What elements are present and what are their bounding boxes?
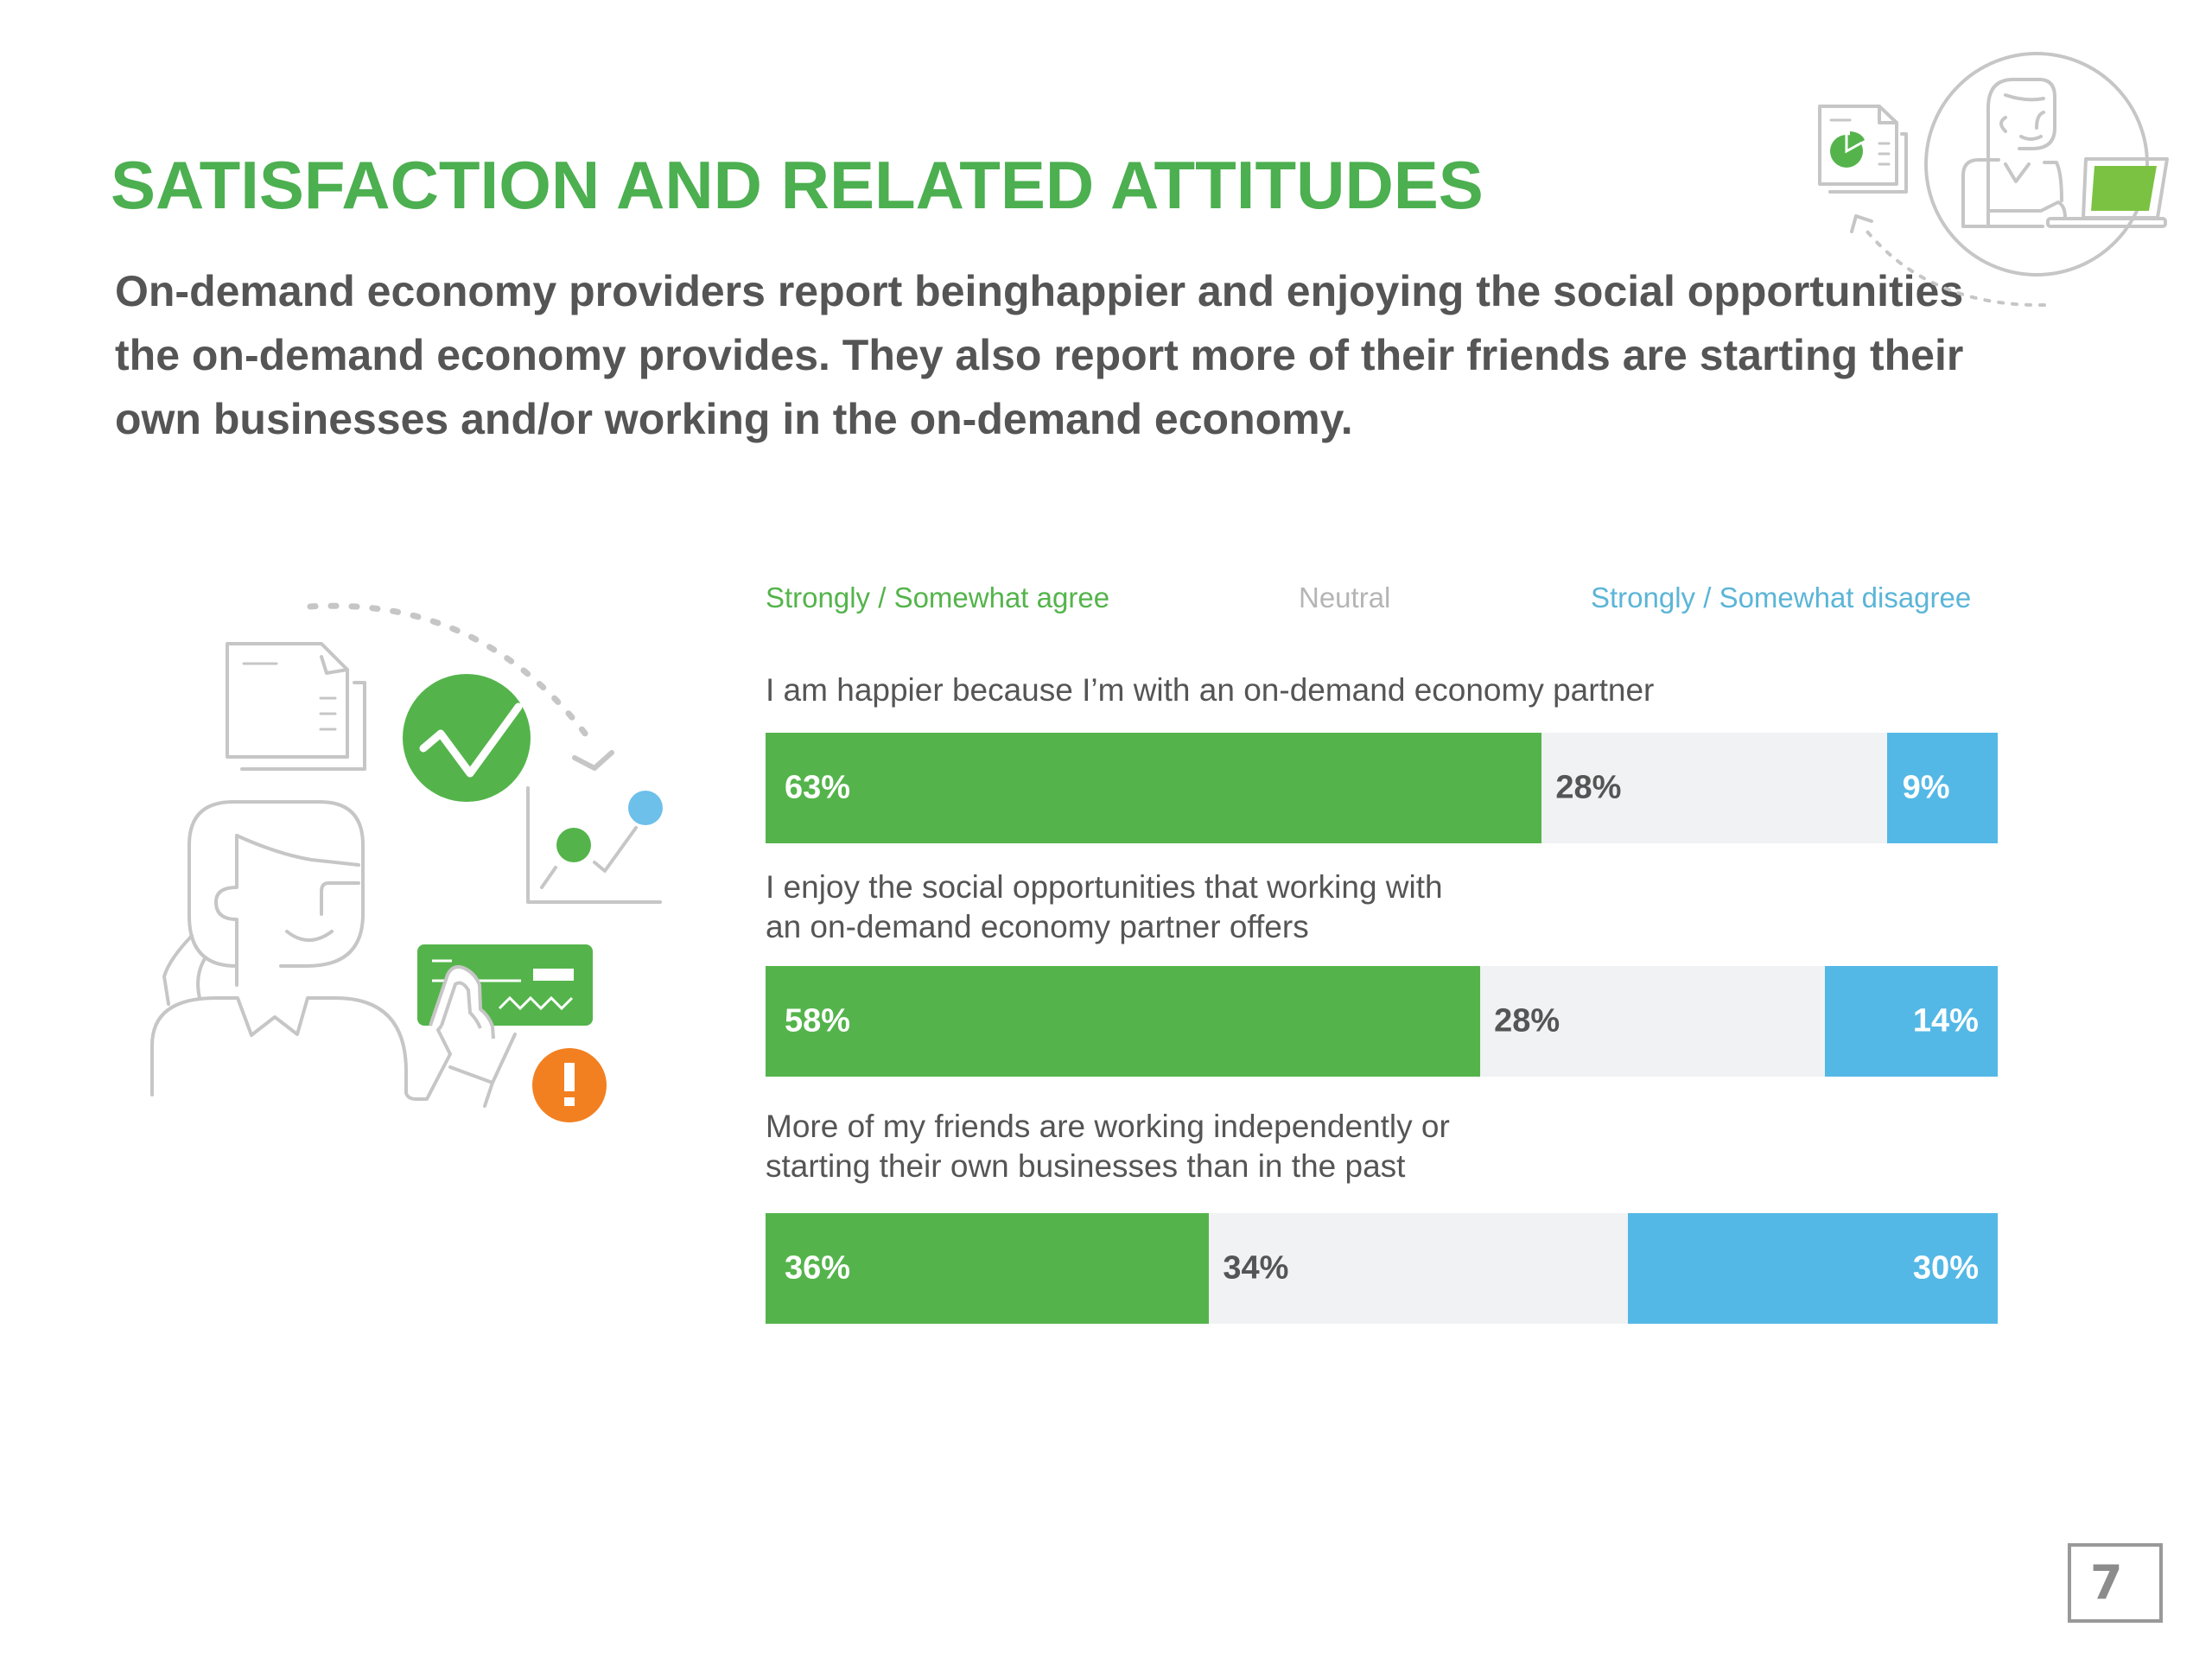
alert-icon — [532, 1048, 607, 1122]
report-pie-icon — [226, 642, 366, 771]
bar-segment-agree: 58% — [766, 966, 1481, 1077]
bar-value-label: 9% — [1902, 769, 1950, 806]
laptop-icon — [2046, 157, 2169, 228]
payment-card-icon — [417, 944, 593, 1055]
page-number-box: 7 — [2068, 1543, 2163, 1623]
bar-value-label: 36% — [785, 1249, 851, 1287]
question-label-line: I enjoy the social opportunities that wo… — [766, 869, 1443, 905]
legend-agree: Strongly / Somewhat agree — [766, 582, 1110, 613]
question-label-line: More of my friends are working independe… — [766, 1109, 1450, 1144]
report-pie-icon — [1818, 105, 1908, 194]
question-label-line: an on-demand economy partner offers — [766, 909, 1309, 944]
bar-value-label: 28% — [1555, 769, 1622, 806]
bar-value-label: 63% — [785, 769, 851, 806]
bar-segment-disagree: 30% — [1628, 1213, 1998, 1324]
bar-segment-agree: 63% — [766, 733, 1542, 843]
bar-segment-disagree: 9% — [1886, 733, 1998, 843]
legend-disagree: Strongly / Somewhat disagree — [1591, 582, 1972, 613]
frame-circle-icon — [1924, 52, 2149, 276]
dotted-arrow-icon — [307, 602, 594, 745]
chart-point-blue-icon — [628, 791, 663, 825]
bar-segment-neutral: 34% — [1209, 1213, 1629, 1324]
stacked-bar-1: 63% 28% 9% — [766, 733, 1998, 843]
stacked-bar-3: 36% 34% 30% — [766, 1213, 1998, 1324]
bar-segment-agree: 36% — [766, 1213, 1210, 1324]
question-label-line: I am happier because I’m with an on-dema… — [766, 672, 1655, 708]
question-label-1: I am happier because I’m with an on-dema… — [766, 671, 1716, 710]
bar-value-label: 58% — [785, 1002, 851, 1039]
page-title: SATISFACTION AND RELATED ATTITUDES — [111, 147, 1484, 223]
report-pie-chart-icon — [1830, 131, 1865, 168]
legend-neutral: Neutral — [1299, 582, 1391, 613]
page-number: 7 — [2090, 1555, 2123, 1610]
bar-segment-neutral: 28% — [1541, 733, 1887, 843]
person-icon — [1961, 78, 2067, 228]
bar-value-label: 28% — [1494, 1002, 1560, 1039]
question-label-3: More of my friends are working independe… — [766, 1107, 1716, 1186]
page-subtitle: On-demand economy providers report being… — [115, 267, 1964, 443]
bar-segment-disagree: 14% — [1825, 966, 1998, 1077]
bar-value-label: 30% — [1912, 1249, 1979, 1287]
stacked-bar-2: 58% 28% 14% — [766, 966, 1998, 1077]
question-label-2: I enjoy the social opportunities that wo… — [766, 868, 1716, 947]
bar-value-label: 14% — [1912, 1002, 1979, 1039]
growth-chart-icon — [526, 786, 662, 904]
person-icon — [150, 800, 517, 1108]
bar-segment-neutral: 28% — [1480, 966, 1826, 1077]
bar-value-label: 34% — [1223, 1249, 1289, 1287]
checkmark-circle-icon — [403, 674, 531, 802]
chart-point-green-icon — [556, 828, 591, 862]
question-label-line: starting their own businesses than in th… — [766, 1148, 1406, 1184]
